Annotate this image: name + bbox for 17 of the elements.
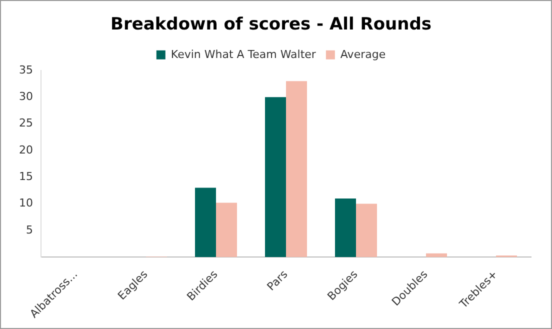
y-tick-label: 30 [18,90,33,103]
bar [286,81,307,258]
legend-label: Average [340,48,386,61]
bar [356,204,377,258]
bar [195,188,216,258]
bar [216,202,237,258]
y-tick-label: 25 [18,116,33,130]
bar [265,97,286,258]
y-tick-label: 10 [18,196,33,210]
y-tick-label: 35 [18,63,33,76]
legend-label: Kevin What A Team Walter [170,48,316,61]
bar [335,198,356,258]
bar [426,253,447,258]
y-tick-label: 5 [26,223,33,236]
y-tick-label: 20 [18,143,33,156]
chart-title: Breakdown of scores - All Rounds [110,14,432,35]
y-tick-label: 15 [18,170,33,183]
